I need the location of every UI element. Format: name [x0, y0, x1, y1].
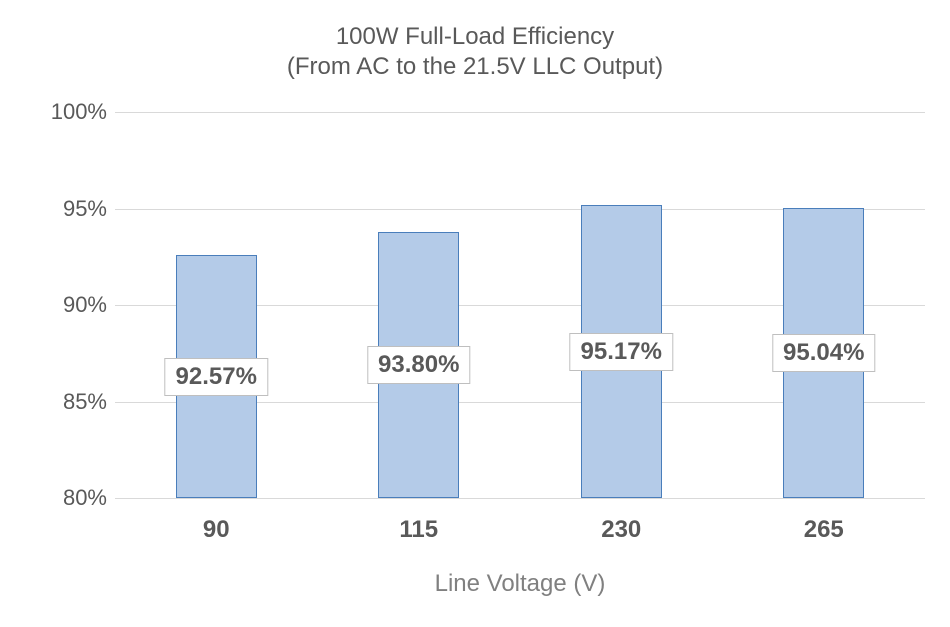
- y-tick-label: 95%: [63, 196, 115, 222]
- efficiency-bar-chart: 100W Full-Load Efficiency (From AC to th…: [0, 0, 950, 627]
- chart-title-line2: (From AC to the 21.5V LLC Output): [0, 52, 950, 82]
- x-axis-label: Line Voltage (V): [435, 570, 606, 598]
- x-tick-label: 90: [203, 516, 230, 544]
- x-tick-label: 265: [804, 516, 844, 544]
- bar-value-label: 95.17%: [570, 333, 673, 371]
- gridline: [115, 112, 925, 113]
- chart-title: 100W Full-Load Efficiency (From AC to th…: [0, 0, 950, 82]
- y-tick-label: 85%: [63, 389, 115, 415]
- x-tick-label: 230: [601, 516, 641, 544]
- gridline: [115, 498, 925, 499]
- chart-title-line1: 100W Full-Load Efficiency: [0, 22, 950, 52]
- y-tick-label: 80%: [63, 485, 115, 511]
- y-tick-label: 90%: [63, 292, 115, 318]
- x-tick-label: 115: [399, 516, 438, 544]
- plot-area: 80%85%90%95%100%9092.57%11593.80%23095.1…: [115, 112, 925, 498]
- y-tick-label: 100%: [51, 99, 115, 125]
- bar-value-label: 95.04%: [772, 334, 875, 372]
- bar-value-label: 92.57%: [165, 358, 268, 396]
- bar-value-label: 93.80%: [367, 346, 470, 384]
